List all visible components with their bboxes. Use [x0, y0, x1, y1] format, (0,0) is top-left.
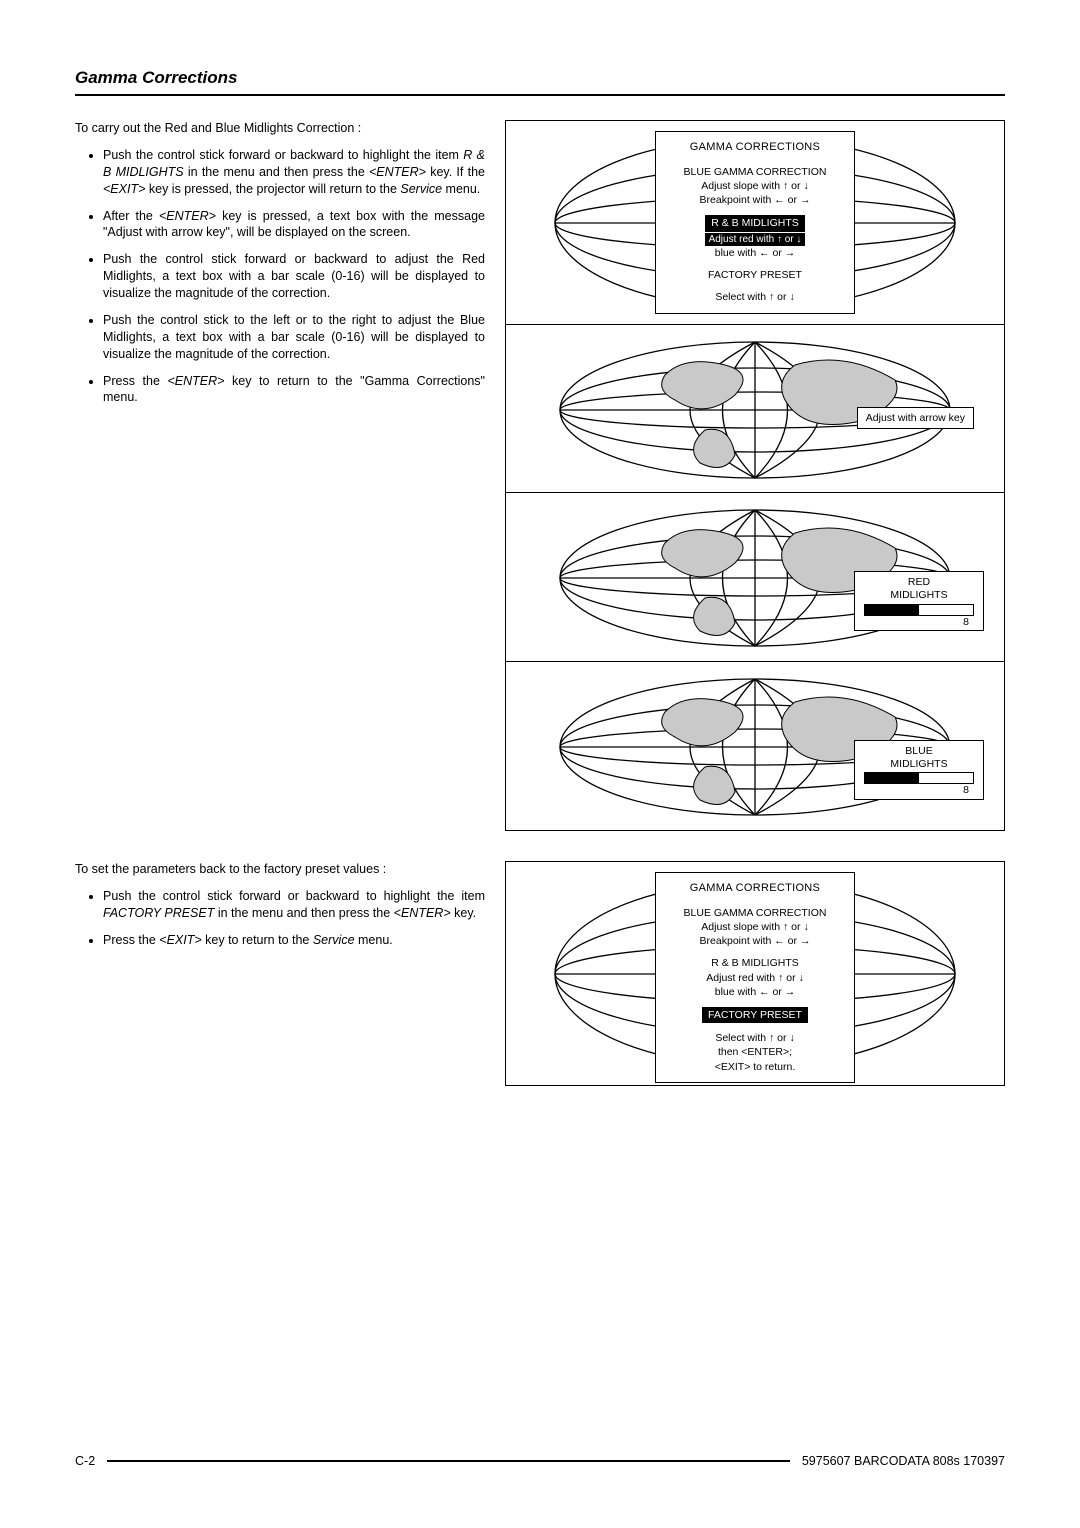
menu-highlight: R & B MIDLIGHTS: [705, 215, 805, 231]
bar-title: RED: [863, 576, 975, 589]
menu-line: BLUE GAMMA CORRECTION: [666, 165, 844, 179]
bar-scale: [864, 604, 974, 616]
txt: <EXIT>: [103, 182, 145, 196]
menu-line: blue with ← or →: [666, 985, 844, 999]
menu-line: Breakpoint with ← or →: [666, 934, 844, 948]
footer-rule: [107, 1460, 790, 1462]
menu-line: Adjust slope with ↑ or ↓: [666, 920, 844, 934]
txt: Press the: [103, 374, 167, 388]
menu-line: Select with ↑ or ↓: [666, 1031, 844, 1045]
bar-scale: [864, 772, 974, 784]
menu-line: BLUE GAMMA CORRECTION: [666, 906, 844, 920]
section2-intro: To set the parameters back to the factor…: [75, 861, 485, 878]
txt: key.: [451, 906, 476, 920]
txt: Press the: [103, 933, 159, 947]
right-column-2: GAMMA CORRECTIONS BLUE GAMMA CORRECTION …: [505, 861, 1005, 1086]
bullet-item: Push the control stick forward or backwa…: [103, 147, 485, 198]
bar-title: MIDLIGHTS: [863, 758, 975, 771]
txt: <EXIT>: [159, 933, 201, 947]
menu-line: Select with ↑ or ↓: [666, 290, 844, 304]
section1-intro: To carry out the Red and Blue Midlights …: [75, 120, 485, 137]
txt: <ENTER>: [394, 906, 451, 920]
menu-line: Adjust slope with ↑ or ↓: [666, 179, 844, 193]
bullet-item: Press the <ENTER> key to return to the "…: [103, 373, 485, 407]
menu-highlight: FACTORY PRESET: [702, 1007, 808, 1023]
menu-line: then <ENTER>;: [666, 1045, 844, 1059]
section2-bullets: Push the control stick forward or backwa…: [75, 888, 485, 949]
footer-right: 5975607 BARCODATA 808s 170397: [802, 1454, 1005, 1468]
bullet-item: Push the control stick forward or backwa…: [103, 888, 485, 922]
menu-line: <EXIT> to return.: [666, 1060, 844, 1074]
menu-title: GAMMA CORRECTIONS: [666, 881, 844, 896]
bullet-item: Push the control stick forward or backwa…: [103, 251, 485, 302]
bullet-item: After the <ENTER> key is pressed, a text…: [103, 208, 485, 242]
txt: Push the control stick forward or backwa…: [103, 148, 463, 162]
left-column-1: To carry out the Red and Blue Midlights …: [75, 120, 485, 416]
menu-line: Adjust red with ↑ or ↓: [705, 233, 806, 247]
panel-gamma-menu-midlights: GAMMA CORRECTIONS BLUE GAMMA CORRECTION …: [505, 120, 1005, 325]
txt: menu.: [442, 182, 480, 196]
menu-title: GAMMA CORRECTIONS: [666, 140, 844, 155]
menu-line: FACTORY PRESET: [666, 268, 844, 282]
footer-left: C-2: [75, 1454, 95, 1468]
txt: in the menu and then press the: [214, 906, 393, 920]
panel-adjust-arrow: Adjust with arrow key: [505, 324, 1005, 494]
bar-title: BLUE: [863, 745, 975, 758]
txt: key. If the: [426, 165, 485, 179]
txt: Service: [313, 933, 355, 947]
menu-line: Adjust red with ↑ or ↓: [666, 971, 844, 985]
bar-value: 8: [863, 616, 975, 629]
bar-title: MIDLIGHTS: [863, 589, 975, 602]
txt: in the menu and then press the: [184, 165, 369, 179]
txt: <ENTER>: [159, 209, 216, 223]
panel-gamma-menu-factory: GAMMA CORRECTIONS BLUE GAMMA CORRECTION …: [505, 861, 1005, 1086]
page-footer: C-2 5975607 BARCODATA 808s 170397: [75, 1454, 1005, 1468]
txt: menu.: [355, 933, 393, 947]
left-column-2: To set the parameters back to the factor…: [75, 861, 485, 959]
right-column-1: GAMMA CORRECTIONS BLUE GAMMA CORRECTION …: [505, 120, 1005, 831]
panel-red-midlights: RED MIDLIGHTS 8: [505, 492, 1005, 662]
menu-line: R & B MIDLIGHTS: [666, 956, 844, 970]
txt: Service: [400, 182, 442, 196]
txt: Push the control stick forward or backwa…: [103, 889, 485, 903]
menu-line: blue with ← or →: [666, 246, 844, 260]
section1-bullets: Push the control stick forward or backwa…: [75, 147, 485, 406]
bullet-item: Push the control stick to the left or to…: [103, 312, 485, 363]
txt: <ENTER>: [369, 165, 426, 179]
txt: FACTORY PRESET: [103, 906, 214, 920]
bullet-item: Press the <EXIT> key to return to the Se…: [103, 932, 485, 949]
panel-blue-midlights: BLUE MIDLIGHTS 8: [505, 661, 1005, 831]
txt: After the: [103, 209, 159, 223]
page-title: Gamma Corrections: [75, 68, 1005, 96]
menu-line: Breakpoint with ← or →: [666, 193, 844, 207]
txt: <ENTER>: [167, 374, 224, 388]
txt: key to return to the: [202, 933, 313, 947]
txt: key is pressed, the projector will retur…: [145, 182, 400, 196]
adjust-arrow-label: Adjust with arrow key: [857, 407, 974, 430]
bar-value: 8: [863, 784, 975, 797]
